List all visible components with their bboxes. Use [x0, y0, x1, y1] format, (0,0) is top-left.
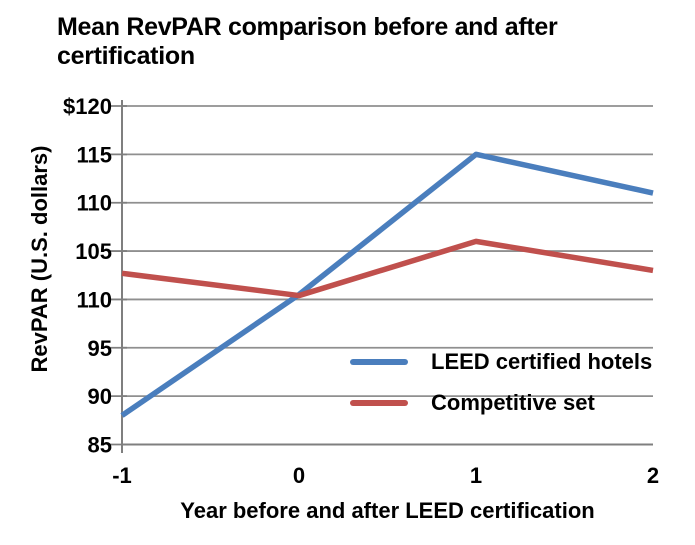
- y-tick-label: 95: [88, 336, 112, 361]
- x-tick-label: 2: [647, 463, 659, 488]
- series-line: [120, 151, 654, 418]
- legend: LEED certified hotels Competitive set: [350, 341, 652, 423]
- legend-item-leed: LEED certified hotels: [350, 341, 652, 382]
- series-line: [121, 238, 654, 299]
- legend-line-swatch-red: [350, 399, 408, 406]
- legend-label: Competitive set: [431, 389, 595, 415]
- y-tick-label: $120: [63, 94, 112, 119]
- legend-item-competitive: Competitive set: [350, 382, 652, 423]
- x-tick-label: 0: [293, 463, 305, 488]
- y-tick-label: 105: [75, 239, 112, 264]
- y-tick-label: 110: [77, 287, 113, 312]
- y-tick-label: 115: [77, 142, 113, 167]
- x-tick-label: -1: [112, 463, 132, 488]
- legend-label: LEED certified hotels: [431, 348, 653, 374]
- legend-line-swatch-blue: [350, 358, 408, 365]
- y-tick-label: 90: [88, 384, 112, 409]
- chart-title: Mean RevPAR comparison before and after …: [57, 13, 558, 70]
- y-tick-label: 85: [88, 433, 112, 458]
- x-axis-title: Year before and after LEED certification: [180, 498, 595, 523]
- y-tick-label: 110: [77, 191, 113, 216]
- x-tick-label: 1: [470, 463, 482, 488]
